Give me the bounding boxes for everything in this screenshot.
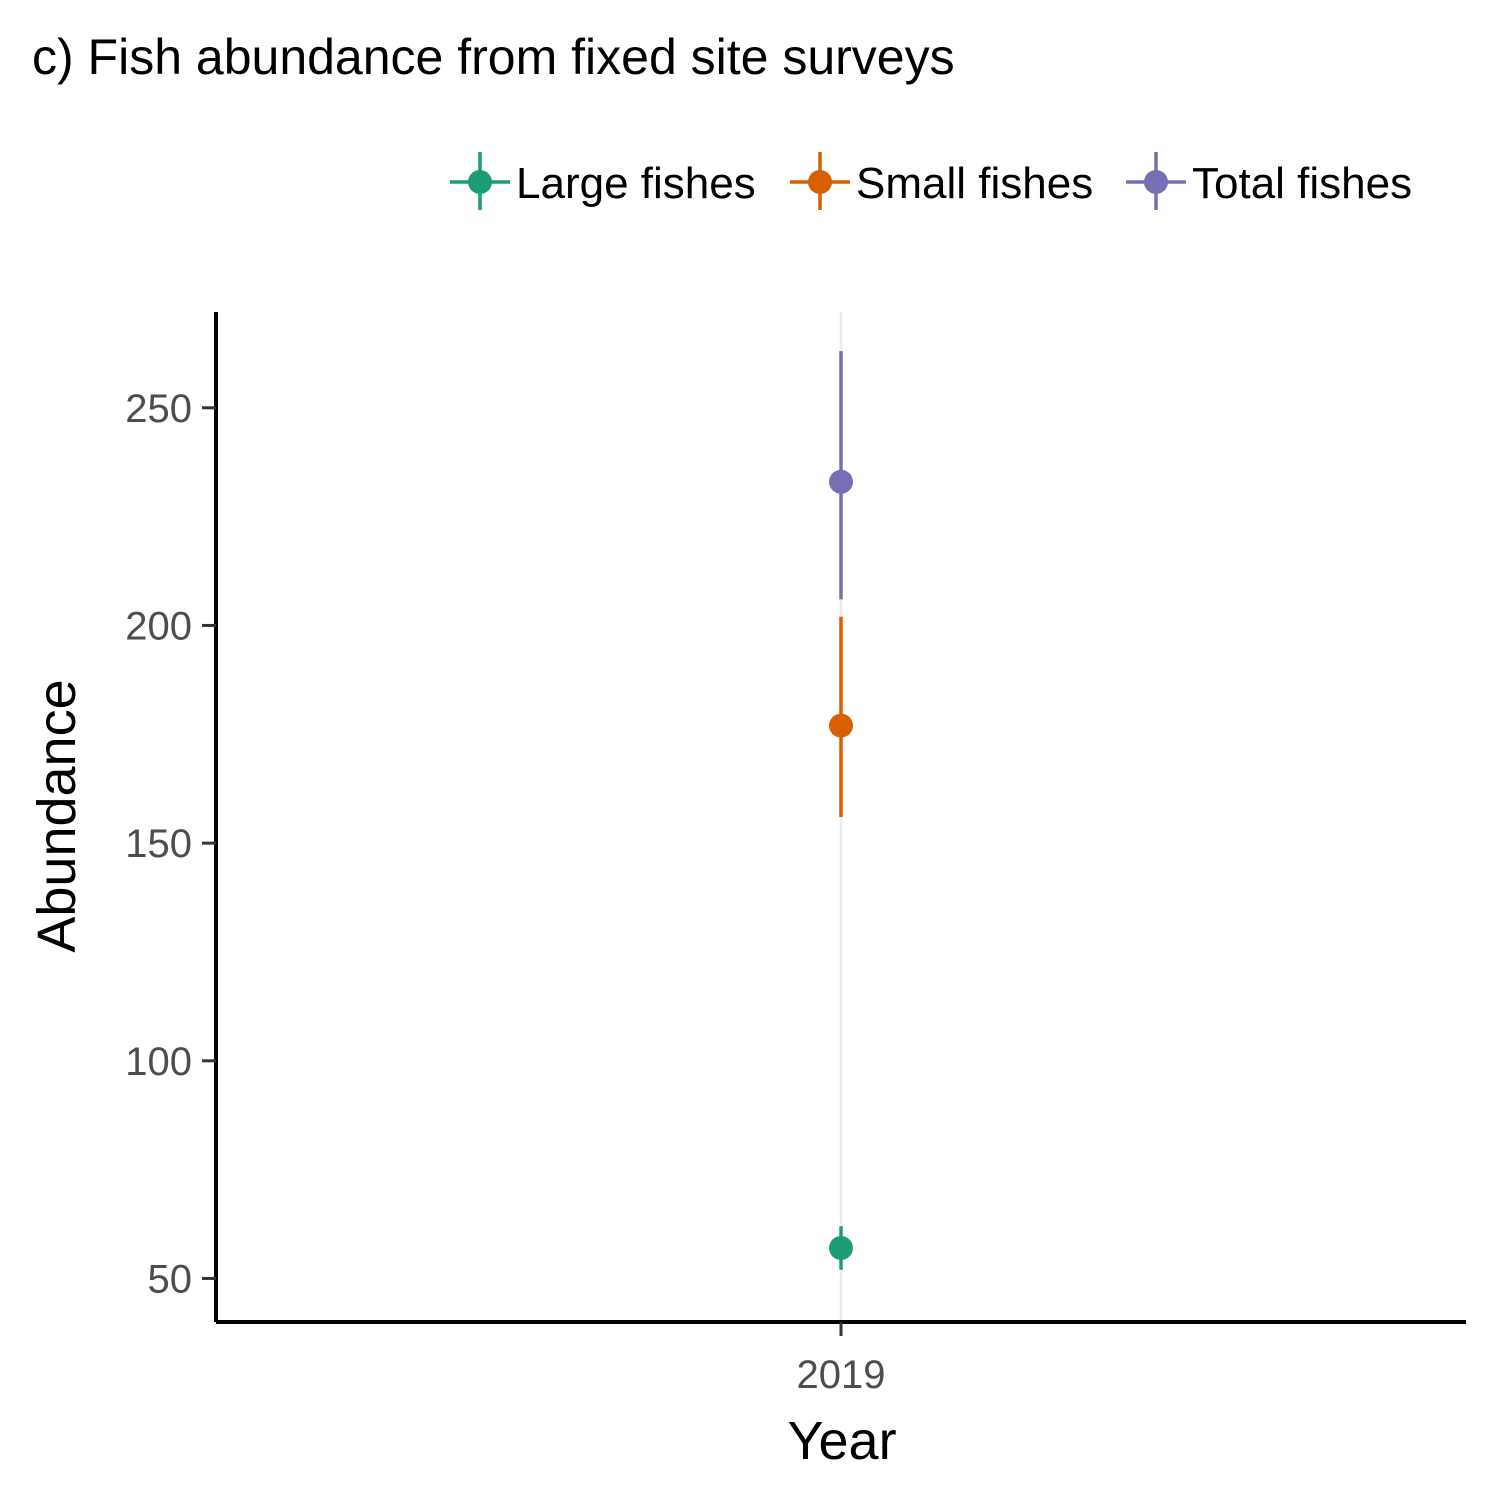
legend-item-total-fishes: Total fishes bbox=[1126, 152, 1412, 210]
x-axis-title: Year bbox=[787, 1411, 896, 1471]
point-large-fishes bbox=[829, 1235, 853, 1260]
legend-key-point bbox=[468, 170, 492, 194]
legend-label: Large fishes bbox=[516, 159, 756, 208]
y-axis-title: Abundance bbox=[27, 679, 87, 952]
legend-key-point bbox=[1144, 170, 1168, 194]
y-tick-label: 250 bbox=[125, 387, 192, 431]
point-total-fishes bbox=[829, 469, 853, 494]
series-layer bbox=[829, 351, 853, 1270]
y-tick-label: 100 bbox=[125, 1040, 192, 1084]
x-tick-label: 2019 bbox=[797, 1353, 886, 1397]
legend-item-large-fishes: Large fishes bbox=[450, 152, 756, 210]
point-small-fishes bbox=[829, 713, 853, 738]
y-tick-label: 50 bbox=[148, 1257, 193, 1301]
x-axis: 2019 bbox=[216, 1320, 1466, 1397]
chart-title: c) Fish abundance from fixed site survey… bbox=[32, 29, 955, 85]
legend-item-small-fishes: Small fishes bbox=[790, 152, 1093, 210]
legend-label: Small fishes bbox=[856, 159, 1093, 208]
y-tick-label: 150 bbox=[125, 822, 192, 866]
y-tick-label: 200 bbox=[125, 604, 192, 648]
legend-key-point bbox=[808, 170, 832, 194]
y-axis: 50 100 150 200 250 bbox=[125, 312, 218, 1322]
legend: Large fishes Small fishes Total fishes bbox=[450, 152, 1412, 210]
legend-label: Total fishes bbox=[1192, 159, 1412, 208]
